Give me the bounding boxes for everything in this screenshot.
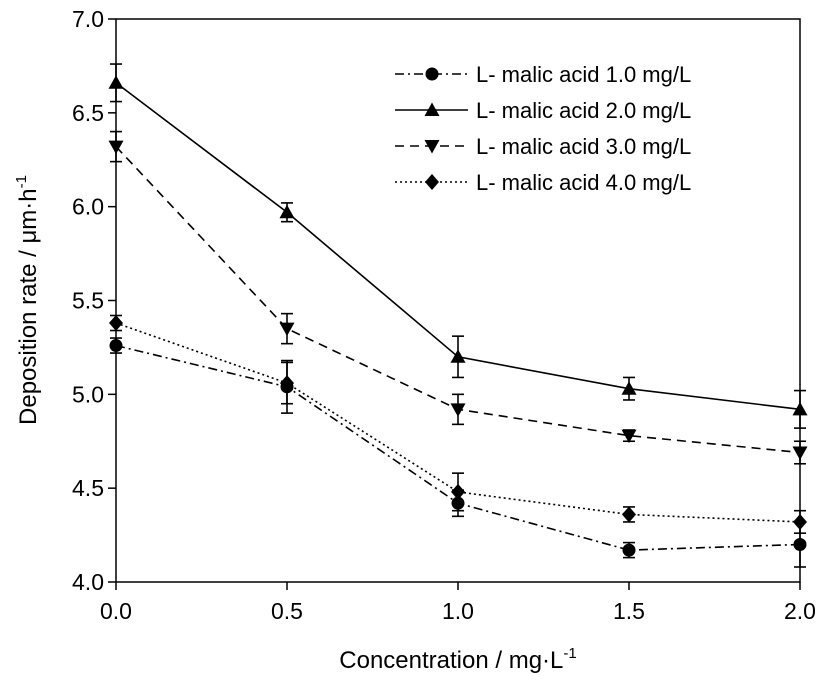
- legend-marker: [425, 174, 439, 190]
- data-point: [450, 349, 466, 363]
- data-point: [109, 339, 123, 353]
- series-line: [115, 322, 801, 523]
- y-axis-ticks: 4.0 4.5 5.0 5.5 6.0 6.5 7.0: [72, 6, 116, 595]
- x-tick-label: 1.5: [613, 598, 645, 624]
- y-tick-label: 4.5: [72, 475, 104, 501]
- y-tick-label: 5.0: [72, 381, 104, 407]
- data-point: [108, 75, 124, 89]
- legend-marker: [424, 140, 440, 154]
- data-point: [279, 322, 295, 337]
- data-point: [622, 506, 636, 523]
- data-point: [793, 513, 807, 530]
- data-point: [450, 403, 466, 417]
- data-point: [279, 204, 295, 219]
- legend-marker: [425, 67, 439, 81]
- y-axis-title: Deposition rate / μm·h-1: [13, 175, 42, 425]
- y-tick-label: 7.0: [72, 6, 104, 32]
- legend-marker: [424, 102, 440, 116]
- y-tick-label: 6.5: [72, 100, 104, 126]
- y-tick-label: 5.5: [72, 288, 104, 314]
- legend-label: L- malic acid 4.0 mg/L: [476, 170, 691, 195]
- data-point: [280, 375, 294, 392]
- legend-label: L- malic acid 1.0 mg/L: [476, 62, 691, 87]
- data-point: [451, 483, 465, 500]
- x-tick-label: 0.5: [271, 598, 303, 624]
- x-axis-ticks: 0.0 0.5 1.0 1.5 2.0: [100, 582, 816, 624]
- x-axis-title: Concentration / mg·L-1: [339, 645, 576, 674]
- legend-label: L- malic acid 3.0 mg/L: [476, 134, 691, 159]
- data-point: [621, 429, 637, 444]
- series-2: [108, 63, 808, 429]
- x-tick-label: 0.0: [100, 598, 132, 624]
- series-3: [108, 130, 808, 465]
- x-tick-label: 2.0: [784, 598, 816, 624]
- data-point: [109, 315, 123, 332]
- data-point: [621, 381, 637, 395]
- y-tick-label: 6.0: [72, 194, 104, 220]
- data-point: [793, 537, 807, 551]
- y-tick-label: 4.0: [72, 569, 104, 595]
- series-4: [109, 314, 807, 535]
- data-point: [792, 401, 808, 416]
- series-layer: [108, 63, 808, 568]
- data-point: [792, 446, 808, 461]
- data-point: [622, 543, 636, 557]
- data-point: [108, 140, 124, 155]
- legend: L- malic acid 1.0 mg/L L- malic acid 2.0 …: [395, 62, 691, 195]
- x-tick-label: 1.0: [442, 598, 474, 624]
- legend-label: L- malic acid 2.0 mg/L: [476, 98, 691, 123]
